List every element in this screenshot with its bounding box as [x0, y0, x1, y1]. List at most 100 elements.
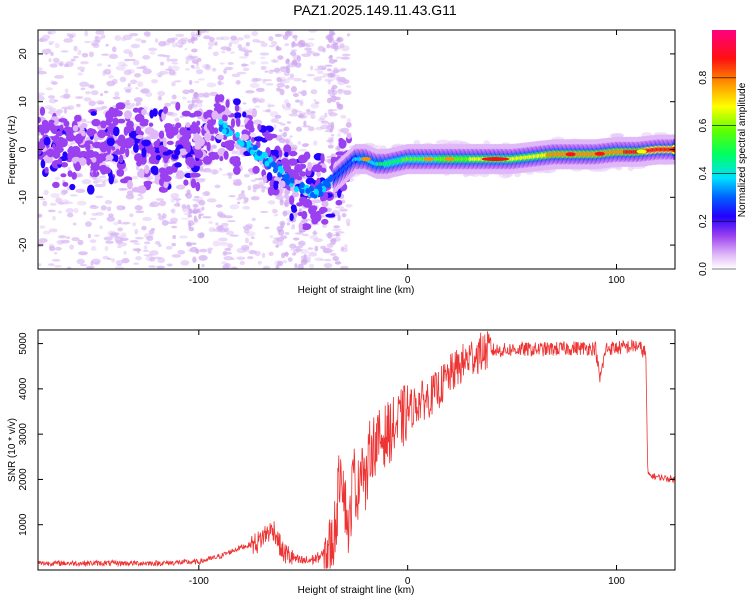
spectrogram-noise-speckle	[42, 34, 51, 40]
spectrogram-noise-speckle	[203, 93, 209, 98]
spectrogram-cell	[242, 111, 247, 118]
spectrogram-noise-speckle	[226, 47, 232, 52]
spectrogram-cell	[202, 155, 213, 165]
spectrogram-noise-speckle	[129, 33, 139, 37]
spectrogram-cell	[335, 151, 346, 156]
spectrogram-noise-speckle	[236, 201, 241, 205]
spectrogram-noise-speckle	[330, 136, 334, 141]
spectrogram-noise-speckle	[171, 225, 178, 229]
spectrogram-cell	[144, 164, 150, 175]
colorbar-gradient	[712, 30, 736, 269]
spectrogram-noise-speckle	[90, 90, 99, 96]
spectrogram-cell	[46, 148, 55, 158]
spectrogram-noise-speckle	[157, 90, 166, 97]
spectrogram-noise-speckle	[133, 242, 141, 245]
spectrogram-noise-speckle	[298, 39, 306, 46]
spectrogram-noise-speckle	[90, 42, 99, 47]
spectrogram-noise-speckle	[221, 173, 232, 176]
spectrogram-ridge-cell	[272, 167, 278, 174]
spectrogram-noise-speckle	[302, 125, 311, 128]
spectrogram-halo	[514, 172, 521, 178]
spectrogram-noise-speckle	[341, 45, 350, 52]
colorbar-tick-label: 0.2	[698, 214, 709, 228]
spectrogram-noise-speckle	[188, 208, 193, 214]
spectrogram-noise-speckle	[220, 36, 231, 41]
spectrogram-noise-speckle	[274, 114, 282, 119]
spectrogram-noise-speckle	[106, 206, 112, 212]
spectrogram-noise-speckle	[168, 69, 176, 76]
spectrogram-noise-speckle	[175, 199, 180, 205]
spectrogram-cell	[162, 151, 171, 156]
spectrogram-cell	[193, 110, 202, 117]
spectrogram-noise-speckle	[38, 38, 48, 42]
spectrogram-noise-speckle	[119, 222, 129, 225]
spectrogram-noise-speckle	[282, 78, 290, 84]
spectrogram-noise-speckle	[180, 217, 190, 220]
spectrogram-cell	[273, 180, 279, 185]
spectrogram-noise-speckle	[170, 192, 180, 199]
spectrogram-cell	[86, 127, 95, 137]
spectrogram-noise-speckle	[247, 185, 252, 191]
spectrogram-noise-speckle	[242, 201, 247, 205]
spectrogram-cell	[302, 198, 313, 208]
spectrogram-noise-speckle	[327, 80, 332, 85]
spectrogram-noise-speckle	[180, 260, 190, 266]
spectrogram-noise-speckle	[280, 123, 286, 126]
spectrogram-noise-speckle	[121, 64, 128, 67]
spectrogram-noise-speckle	[53, 251, 58, 255]
spectrogram-noise-speckle	[284, 251, 289, 257]
spectrogram-noise-speckle	[262, 265, 271, 269]
spectrogram-noise-speckle	[166, 263, 173, 267]
spectrogram-noise-speckle	[312, 52, 320, 57]
spectrogram-ridge-cell	[325, 182, 331, 189]
spectrogram-noise-speckle	[198, 199, 206, 206]
spectrogram-noise-speckle	[219, 81, 225, 86]
spectrogram-noise-speckle	[251, 236, 255, 240]
spectrogram-cell	[74, 134, 84, 145]
spectrogram-cell	[163, 153, 169, 164]
spectrogram-noise-speckle	[165, 245, 173, 250]
spectrogram-noise-speckle	[192, 198, 199, 202]
spectrogram-noise-speckle	[38, 67, 43, 72]
spectrogram-noise-speckle	[307, 126, 315, 132]
spectrogram-noise-speckle	[69, 34, 74, 39]
spectrogram-noise-speckle	[142, 68, 152, 75]
spectrogram-noise-speckle	[341, 53, 351, 57]
spectrogram-noise-speckle	[129, 213, 134, 218]
spectrogram-noise-speckle	[319, 258, 328, 261]
spectrogram-noise-speckle	[185, 68, 190, 71]
spectrogram-noise-speckle	[292, 237, 300, 241]
spectrogram-cell	[99, 164, 108, 175]
snr-x-tick-label: 100	[608, 576, 625, 587]
spectrogram-y-tick-label: 20	[18, 48, 29, 60]
spectrogram-noise-speckle	[341, 213, 347, 218]
spectrogram-noise-speckle	[260, 56, 266, 59]
spectrogram-noise-speckle	[197, 78, 205, 81]
spectrogram-cell	[321, 200, 329, 208]
spectrogram-noise-speckle	[259, 210, 269, 213]
spectrogram-noise-speckle	[230, 51, 235, 54]
spectrogram-noise-speckle	[270, 69, 276, 72]
spectrogram-noise-speckle	[157, 213, 161, 217]
spectrogram-noise-speckle	[171, 254, 182, 258]
spectrogram-noise-speckle	[254, 177, 264, 181]
spectrogram-cell	[153, 140, 160, 148]
spectrogram-noise-speckle	[122, 205, 126, 210]
spectrogram-noise-speckle	[280, 252, 286, 259]
spectrogram-noise-speckle	[309, 112, 313, 116]
spectrogram-noise-speckle	[340, 67, 347, 72]
spectrogram-noise-speckle	[132, 59, 140, 66]
spectrogram-noise-speckle	[330, 133, 335, 137]
spectrogram-noise-speckle	[197, 196, 204, 203]
spectrogram-y-axis-label: Frequency (Hz)	[7, 116, 18, 185]
spectrogram-cell	[296, 202, 304, 207]
spectrogram-noise-speckle	[337, 79, 346, 86]
spectrogram-noise-speckle	[272, 59, 279, 63]
spectrogram-noise-speckle	[337, 38, 341, 42]
spectrogram-noise-speckle	[124, 104, 134, 110]
spectrogram-cell	[105, 131, 111, 137]
spectrogram-cell	[232, 181, 242, 186]
spectrogram-cell	[69, 183, 76, 191]
spectrogram-noise-speckle	[89, 217, 97, 221]
spectrogram-noise-speckle	[291, 226, 296, 230]
